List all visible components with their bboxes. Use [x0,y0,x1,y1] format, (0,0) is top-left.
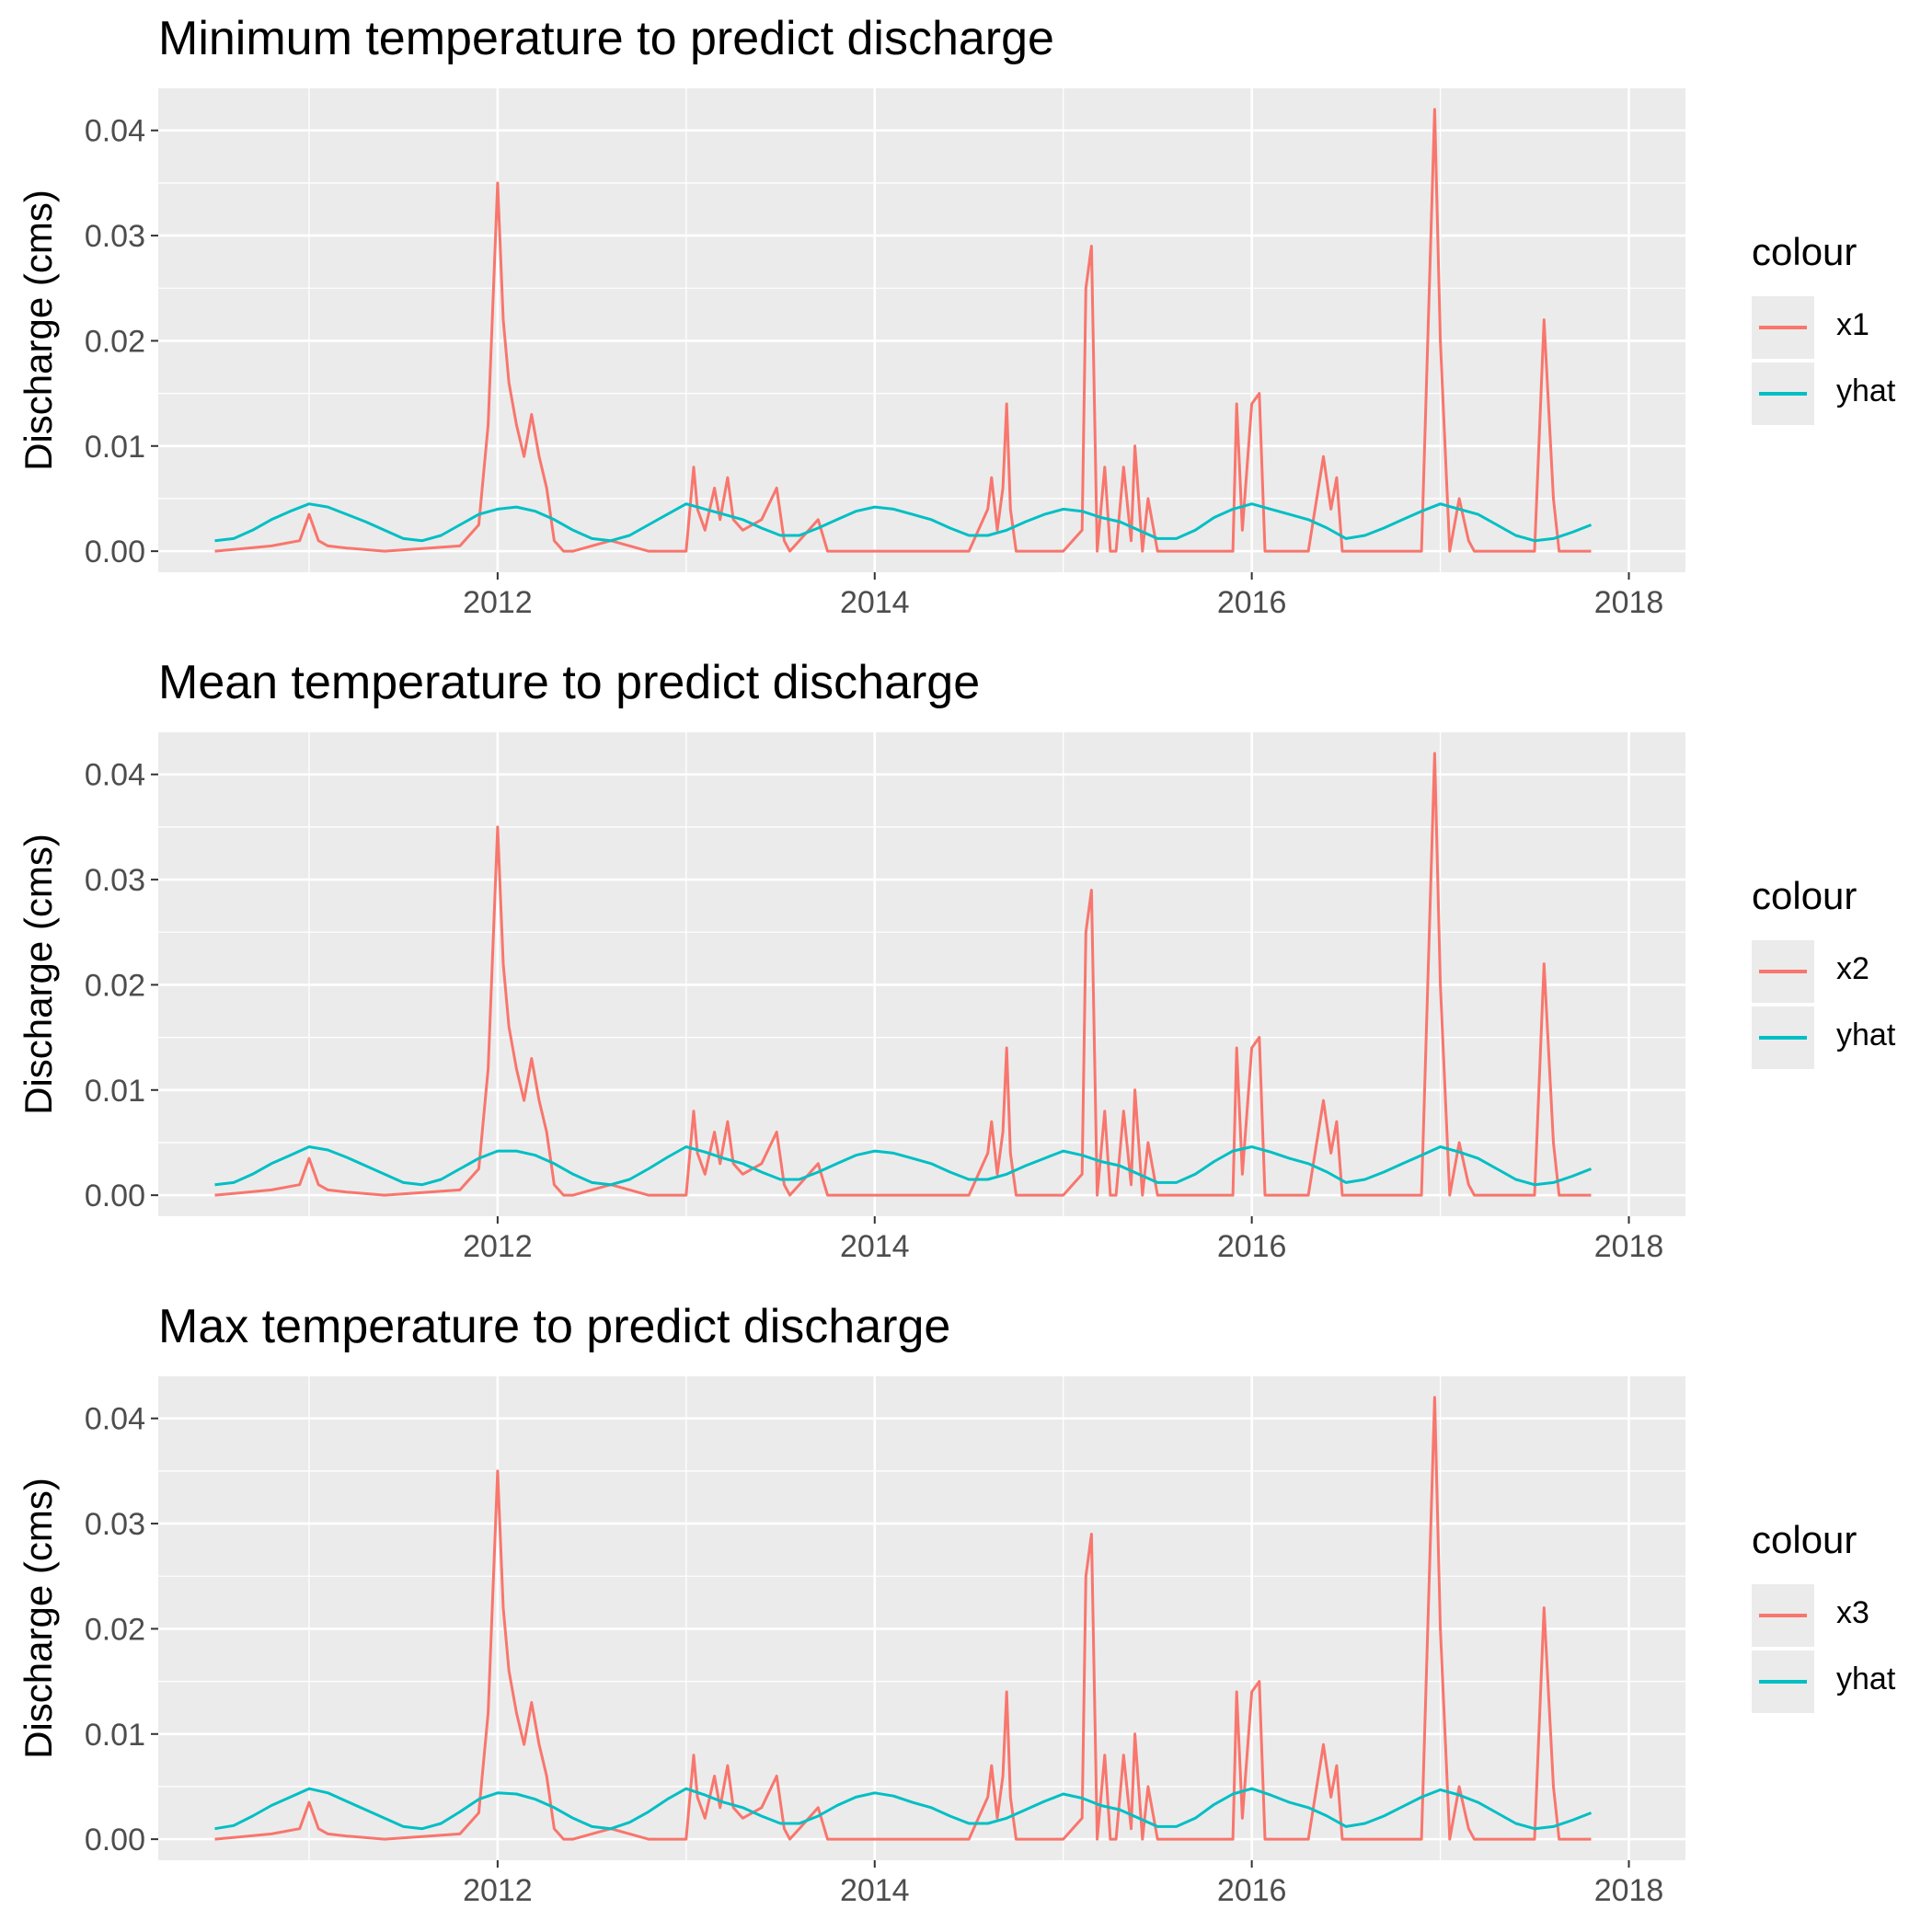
y-tick-label: 0.03 [85,1507,145,1542]
x-tick-label: 2014 [840,1873,910,1908]
legend-swatch [1759,1036,1807,1040]
legend-title: colour [1752,1518,1857,1561]
y-tick-label: 0.04 [85,114,145,149]
x-tick-label: 2018 [1594,1873,1664,1908]
x-tick-label: 2012 [463,1873,533,1908]
series-line-x1 [214,108,1592,553]
y-tick-label: 0.03 [85,863,145,898]
y-tick-label: 0.01 [85,1718,145,1753]
plot-background [158,1376,1685,1860]
y-tick-label: 0.03 [85,219,145,254]
legend-swatch [1759,970,1807,973]
chart-panel: Minimum temperature to predict discharge… [0,0,1932,644]
x-tick-label: 2014 [840,1229,910,1264]
y-axis-label: Discharge (cms) [17,190,60,471]
plot-background [158,732,1685,1216]
chart-svg: 0.00 0.01 0.02 0.03 0.04 2012 2014 2016 2018 Disc… [17,732,1685,1264]
legend-swatch [1759,1680,1807,1684]
x-tick-label: 2018 [1594,585,1664,620]
chart-svg: 0.00 0.01 0.02 0.03 0.04 2012 2014 2016 2018 Disc… [17,88,1685,620]
legend-key-yhat [1752,362,1814,425]
chart-title: Mean temperature to predict discharge [158,656,981,709]
y-tick-label: 0.02 [85,324,145,359]
legend-label-yhat: yhat [1836,374,1896,408]
legend-swatch [1759,392,1807,396]
y-axis-label: Discharge (cms) [17,834,60,1115]
legend-title: colour [1752,230,1857,273]
x-tick-label: 2016 [1217,1873,1287,1908]
y-axis-label: Discharge (cms) [17,1478,60,1759]
chart-title: Minimum temperature to predict discharge [158,12,1054,65]
x-tick-label: 2012 [463,585,533,620]
x-tick-label: 2018 [1594,1229,1664,1264]
plot-background [158,88,1685,572]
x-tick-label: 2012 [463,1229,533,1264]
chart-title: Max temperature to predict discharge [158,1300,951,1353]
legend-label-x1: x1 [1836,307,1869,342]
chart-panel: Max temperature to predict discharge 0.00… [0,1288,1932,1932]
legend-label-yhat: yhat [1836,1662,1896,1696]
x-tick-label: 2016 [1217,585,1287,620]
legend-label-x2: x2 [1836,951,1869,986]
y-tick-label: 0.01 [85,1074,145,1109]
series-line-x2 [214,752,1592,1197]
legend-swatch [1759,326,1807,329]
chart-panel: Mean temperature to predict discharge 0.0… [0,644,1932,1288]
legend-swatch [1759,1614,1807,1617]
series-line-x3 [214,1396,1592,1841]
y-tick-label: 0.04 [85,758,145,793]
series-line-yhat [214,1145,1593,1187]
y-tick-label: 0.04 [85,1402,145,1437]
series-line-yhat [214,1787,1593,1831]
legend-label-yhat: yhat [1836,1018,1896,1052]
y-tick-label: 0.01 [85,430,145,465]
series-line-yhat [214,502,1593,543]
legend-key-yhat [1752,1006,1814,1069]
legend-title: colour [1752,874,1857,917]
legend-key-x3 [1752,1584,1814,1647]
y-tick-label: 0.02 [85,1612,145,1647]
y-tick-label: 0.00 [85,535,145,569]
x-tick-label: 2014 [840,585,910,620]
chart-svg: 0.00 0.01 0.02 0.03 0.04 2012 2014 2016 2018 Disc… [17,1376,1685,1908]
legend-key-yhat [1752,1650,1814,1713]
legend-key-x1 [1752,296,1814,359]
x-tick-label: 2016 [1217,1229,1287,1264]
legend-key-x2 [1752,940,1814,1003]
y-tick-label: 0.02 [85,968,145,1003]
legend-label-x3: x3 [1836,1595,1869,1630]
y-tick-label: 0.00 [85,1823,145,1857]
y-tick-label: 0.00 [85,1179,145,1213]
